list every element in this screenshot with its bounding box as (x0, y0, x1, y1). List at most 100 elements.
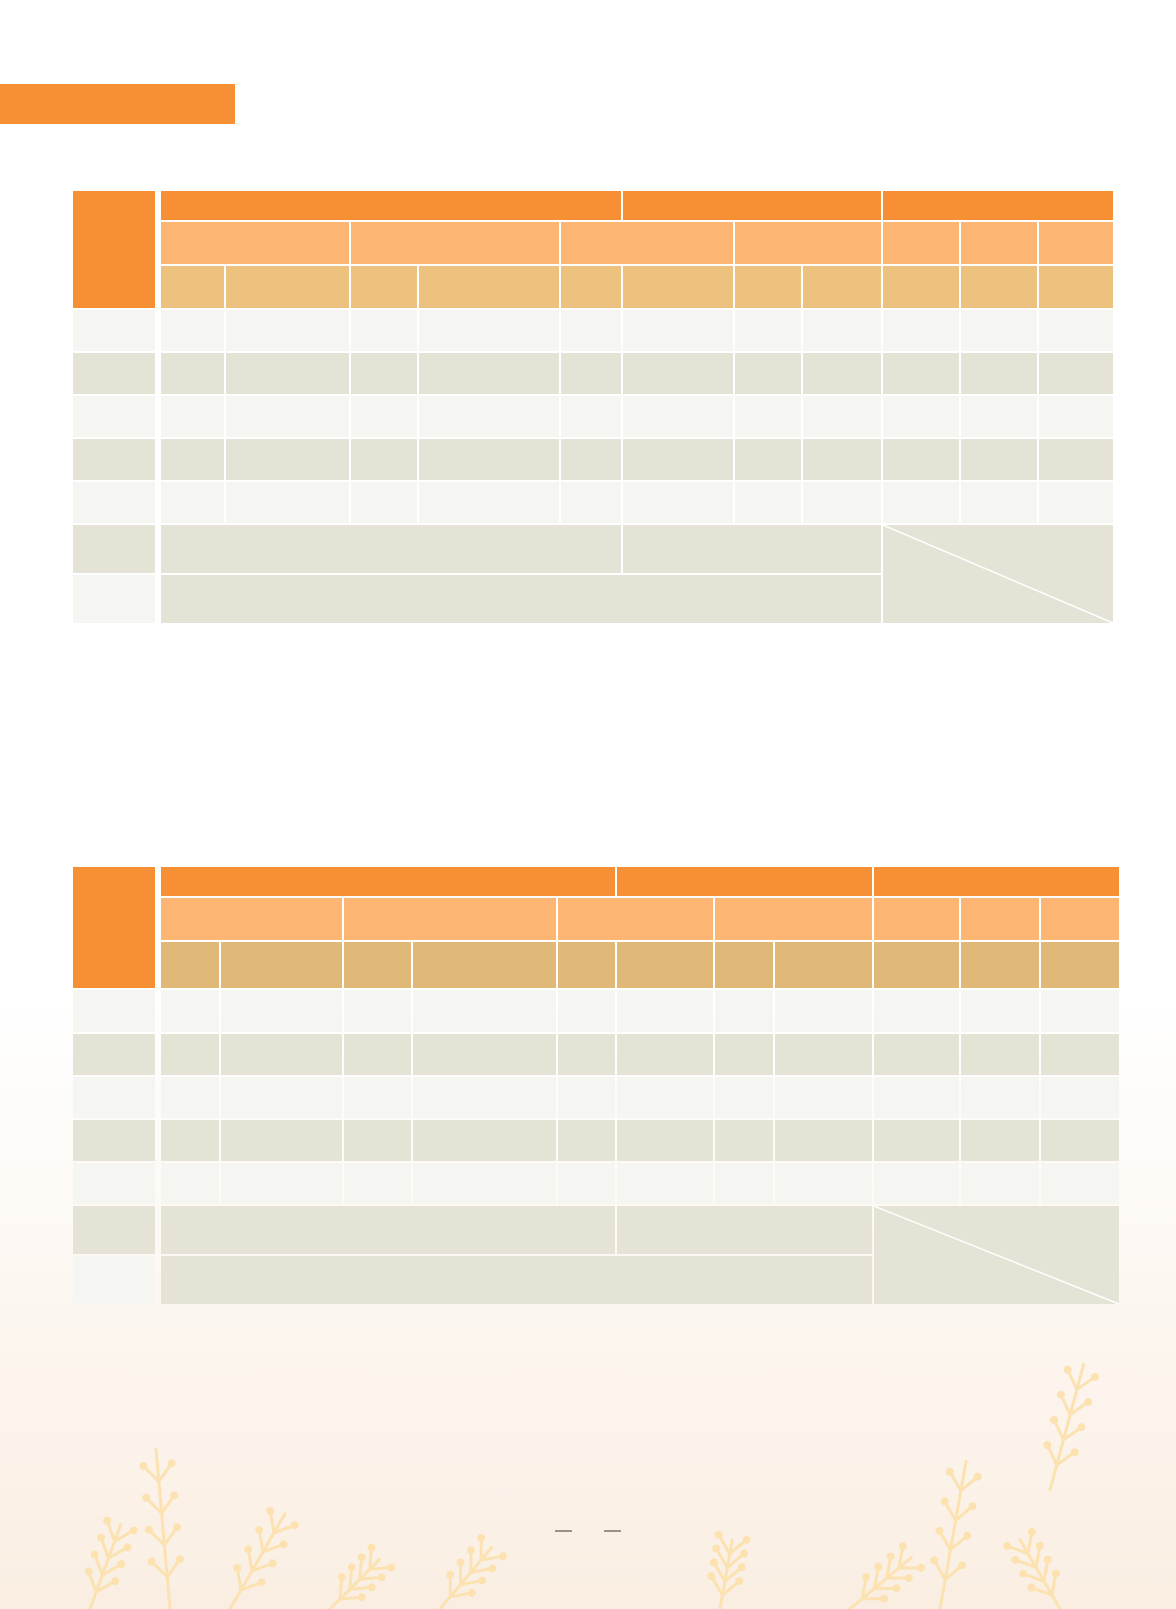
table-cell (1041, 990, 1119, 1032)
bud (255, 1526, 264, 1535)
header-cell (961, 898, 1039, 940)
branch (228, 1512, 287, 1609)
branch (88, 1522, 123, 1609)
table-cell (161, 1163, 219, 1204)
table-cell (419, 310, 559, 351)
bud (387, 1563, 396, 1572)
table-cell (161, 990, 219, 1032)
table-cell (961, 310, 1037, 351)
bud (244, 1545, 253, 1554)
table-cell (775, 990, 872, 1032)
tables (73, 191, 1120, 1305)
bud (233, 1564, 242, 1573)
bud (1027, 1583, 1036, 1592)
bud (1043, 1440, 1052, 1449)
header-cell (874, 898, 959, 940)
header-cell (1039, 222, 1113, 264)
table-cell (344, 1077, 411, 1118)
row-header-cell (73, 396, 155, 437)
table-cell (623, 396, 733, 437)
bud (968, 1502, 977, 1511)
header-cell (961, 222, 1037, 264)
bud (367, 1543, 376, 1552)
row-header-cell (73, 439, 155, 480)
bud (930, 1556, 939, 1565)
bud (123, 1543, 132, 1552)
bud (290, 1521, 299, 1530)
table-cell (883, 482, 959, 523)
header-cell (883, 222, 959, 264)
bud (377, 1573, 386, 1582)
table-cell (775, 1034, 872, 1075)
section-banner (0, 84, 235, 124)
bud (337, 1573, 346, 1582)
bud (737, 1563, 746, 1572)
header-cell (623, 191, 881, 220)
bud (446, 1570, 455, 1579)
table-cell (874, 1120, 959, 1161)
table-cell (1039, 482, 1113, 523)
bud (117, 1560, 126, 1569)
table-cell (344, 1034, 411, 1075)
header-cell (874, 942, 959, 988)
header-cell (561, 266, 621, 308)
table-cell (561, 310, 621, 351)
table-cell (558, 1034, 615, 1075)
bud (1056, 1390, 1065, 1399)
bud (96, 1533, 105, 1542)
table-cell (558, 990, 615, 1032)
table (73, 191, 1114, 624)
table-cell (419, 482, 559, 523)
table-cell (1039, 353, 1113, 394)
bud (1050, 1415, 1059, 1424)
table-cell (883, 310, 959, 351)
header-cell (883, 266, 959, 308)
header-cell (561, 222, 733, 264)
header-cell (226, 266, 349, 308)
header-cell (413, 942, 556, 988)
table-cell (161, 1206, 615, 1254)
table-cell (161, 1077, 219, 1118)
bud (477, 1533, 486, 1542)
bud (466, 1546, 475, 1555)
table-cell (561, 439, 621, 480)
table-cell (221, 1077, 342, 1118)
row-header-cell (73, 525, 155, 573)
table-cell (558, 1077, 615, 1118)
header-cell (1041, 898, 1119, 940)
table-cell (961, 1163, 1039, 1204)
table-cell (617, 1034, 713, 1075)
table-cell (617, 1120, 713, 1161)
header-cell (558, 898, 713, 940)
bud (90, 1550, 99, 1559)
branch (848, 1556, 913, 1609)
header-cell (735, 222, 881, 264)
table-cell (874, 1163, 959, 1204)
row-header-cell (73, 1034, 155, 1075)
table-cell (561, 482, 621, 523)
table-cell (161, 525, 621, 573)
table-cell (344, 1120, 411, 1161)
table-cell (221, 990, 342, 1032)
bud (1011, 1555, 1020, 1564)
table-cell (715, 1120, 773, 1161)
header-cell (351, 266, 417, 308)
table-cell (419, 353, 559, 394)
table-cell (623, 439, 733, 480)
table-cell (735, 482, 801, 523)
bud (467, 1588, 476, 1597)
header-cell (961, 266, 1037, 308)
table-cell (775, 1120, 872, 1161)
table-cell (623, 310, 733, 351)
bud (175, 1555, 184, 1564)
table-cell (161, 310, 224, 351)
branch (154, 1448, 172, 1609)
table-cell (874, 990, 959, 1032)
bud (740, 1549, 749, 1558)
table-cell (344, 1163, 411, 1204)
table-cell (803, 439, 881, 480)
header-cell (161, 867, 615, 896)
header-cell (735, 266, 801, 308)
